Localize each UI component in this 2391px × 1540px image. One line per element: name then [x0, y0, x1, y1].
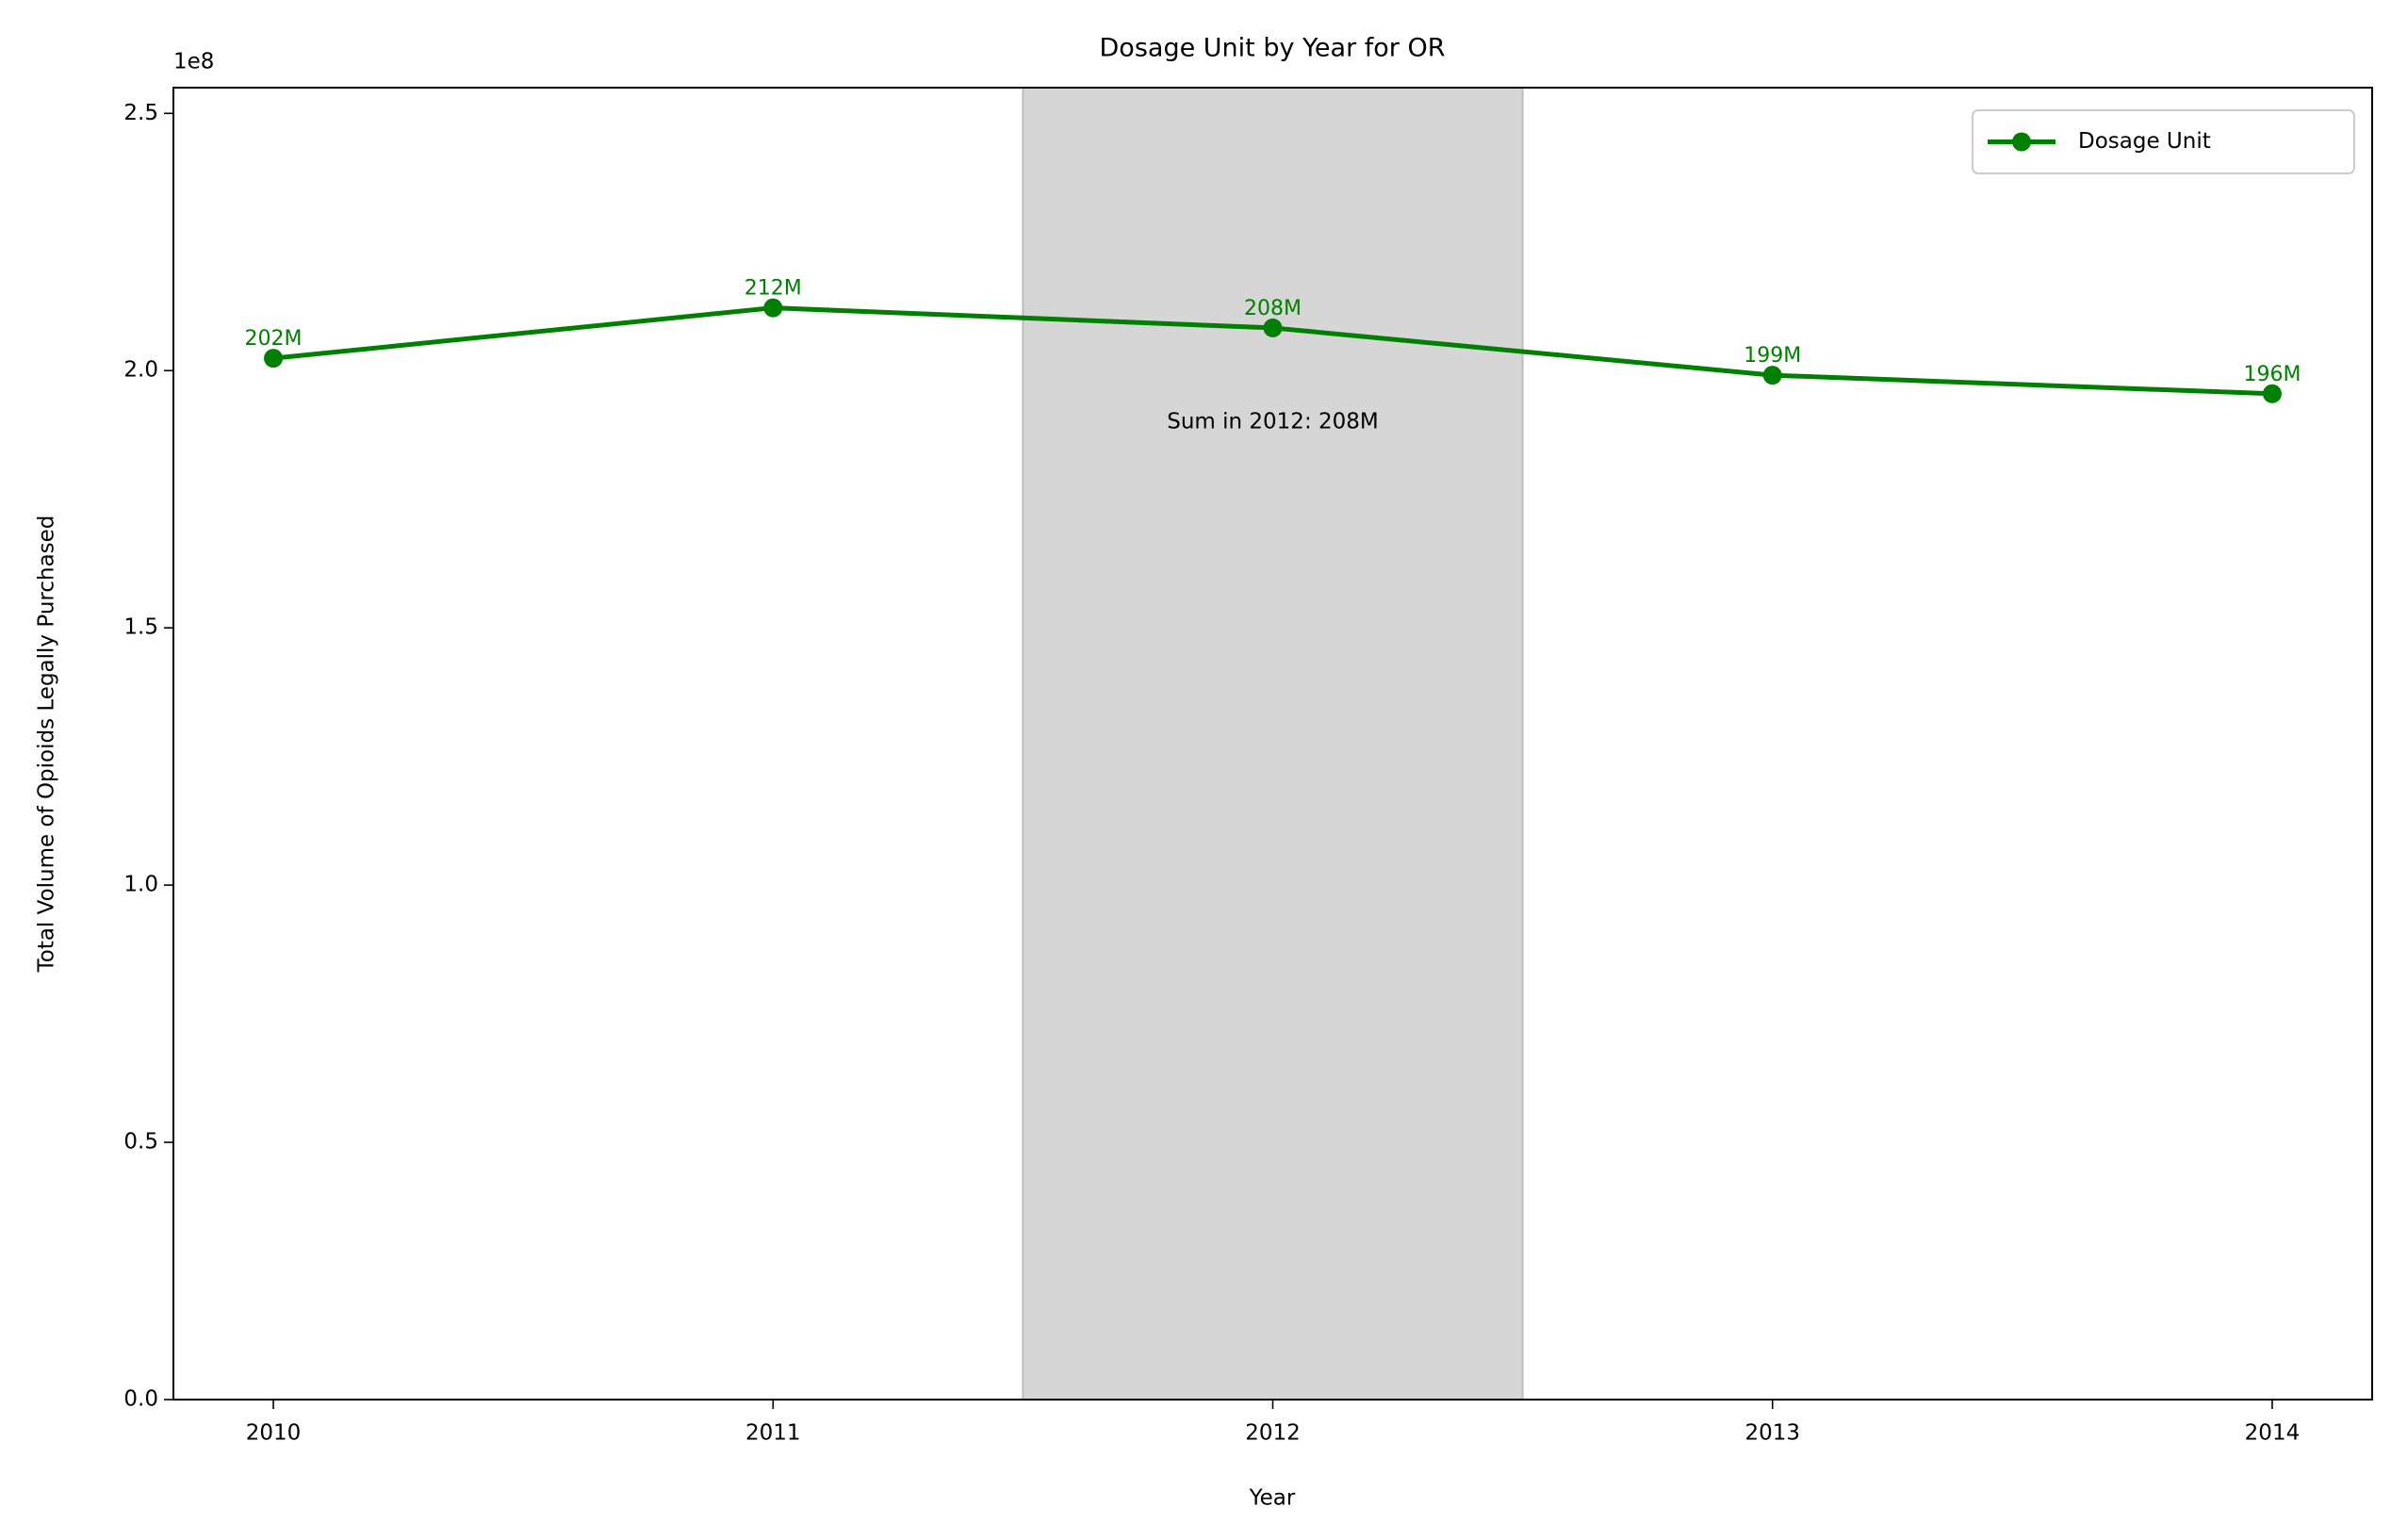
data-point — [1762, 366, 1782, 385]
y-tick-label: 0.0 — [123, 1387, 158, 1412]
legend-label: Dosage Unit — [2078, 129, 2211, 154]
y-tick-label: 0.5 — [123, 1130, 158, 1155]
highlight-span — [1022, 87, 1524, 1401]
x-tick-label: 2011 — [745, 1421, 801, 1446]
plot-frame — [172, 87, 2373, 1401]
y-tick-label: 1.0 — [123, 873, 158, 897]
data-point — [264, 349, 284, 369]
data-point — [763, 298, 783, 318]
y-tick-label: 2.5 — [123, 101, 158, 125]
x-tick-label: 2012 — [1245, 1421, 1301, 1446]
value-label: 196M — [2243, 363, 2301, 386]
axis-offset-label: 1e8 — [173, 50, 214, 74]
x-tick-label: 2010 — [246, 1421, 302, 1446]
y-tick-label: 1.5 — [123, 615, 158, 640]
legend-marker — [2012, 132, 2031, 152]
annotation: Sum in 2012: 208M — [1167, 410, 1379, 434]
data-point — [2262, 384, 2282, 403]
x-tick-label: 2013 — [1744, 1421, 1800, 1446]
x-axis-label: Year — [1249, 1486, 1296, 1511]
value-label: 208M — [1244, 297, 1302, 320]
data-point — [1263, 318, 1283, 337]
value-label: 212M — [745, 277, 802, 301]
legend-box — [1972, 109, 2355, 174]
value-label: 202M — [245, 327, 303, 351]
value-label: 199M — [1744, 344, 1801, 368]
y-tick-label: 2.0 — [123, 358, 158, 383]
y-axis-label: Total Volume of Opioids Legally Purchase… — [35, 516, 59, 974]
x-tick-label: 2014 — [2245, 1421, 2301, 1446]
chart-title: Dosage Unit by Year for OR — [1100, 34, 1446, 63]
